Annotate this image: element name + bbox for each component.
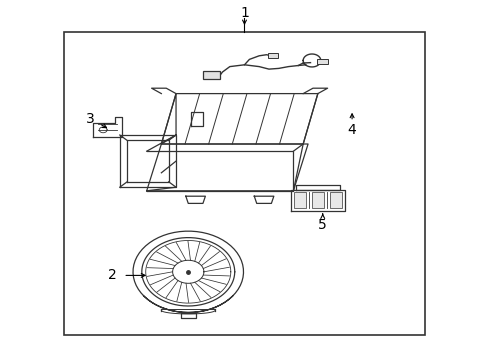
Bar [293,192,305,208]
Text: 2: 2 [108,269,117,282]
Bar [316,59,327,64]
Bar [267,53,277,58]
Text: 5: 5 [318,218,326,232]
Bar [203,71,220,79]
Bar [329,192,341,208]
Text: 1: 1 [240,6,248,19]
Text: 3: 3 [86,112,95,126]
Bar [311,192,323,208]
Bar [63,32,425,335]
Text: 4: 4 [347,123,356,136]
